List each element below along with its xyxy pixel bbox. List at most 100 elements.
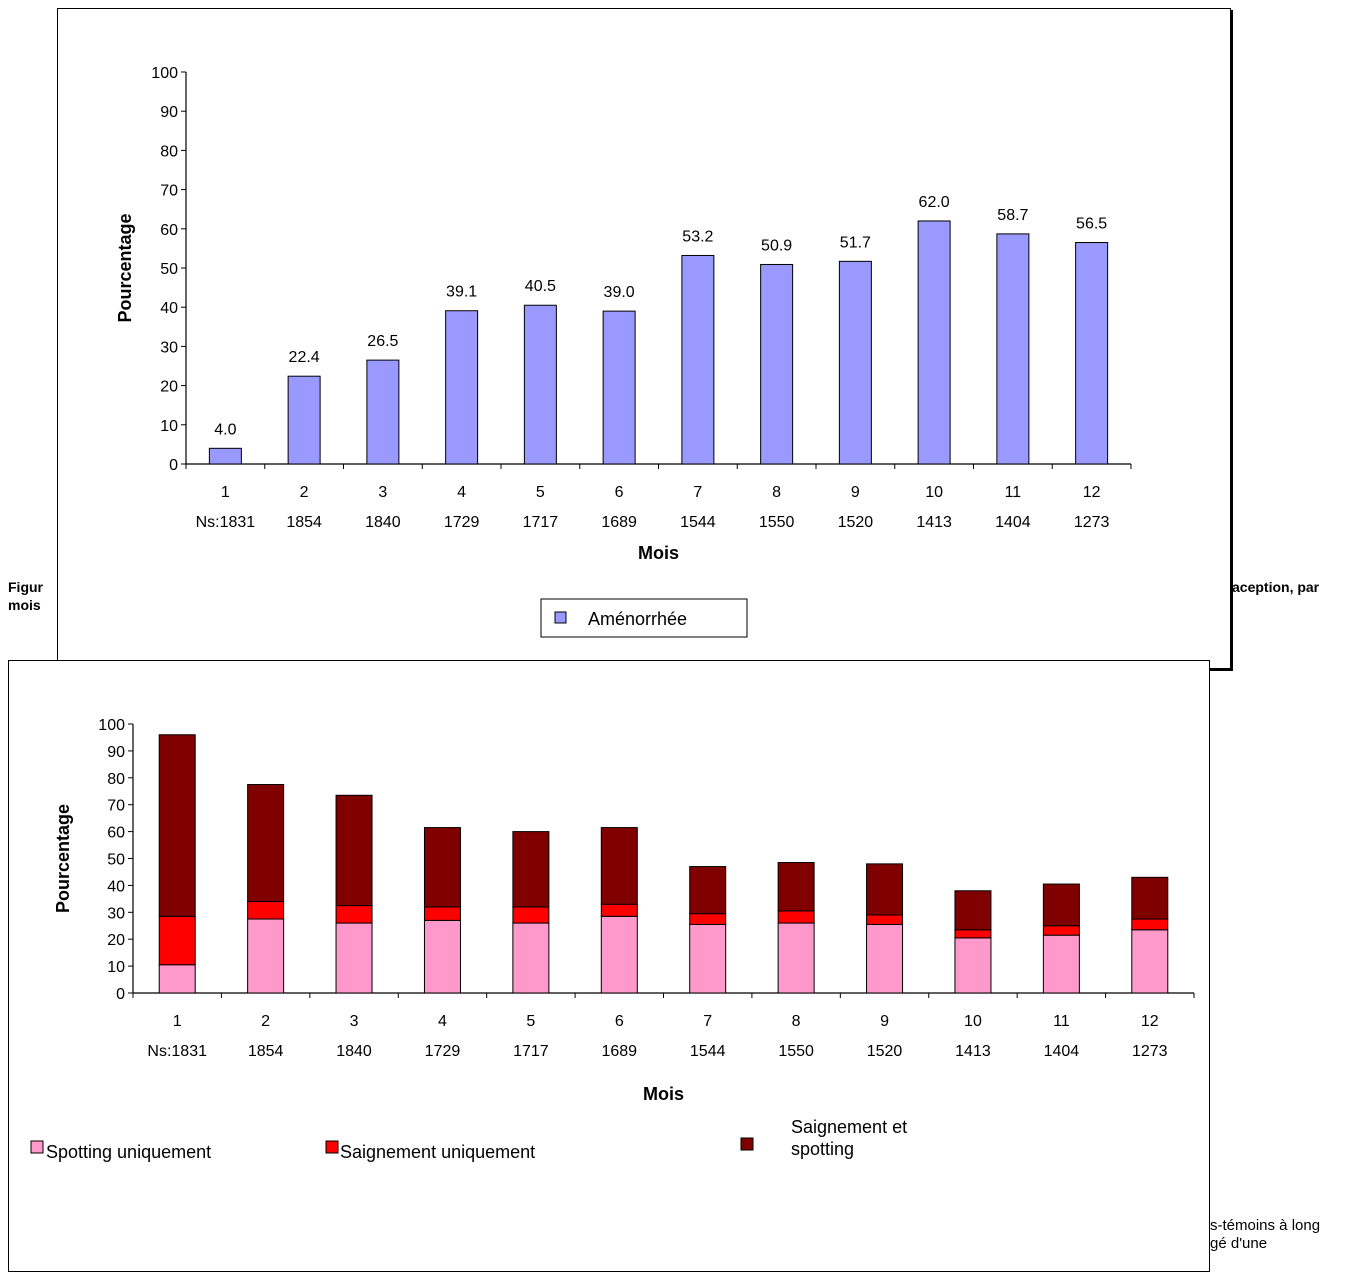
- x-tick-label: 12: [1083, 484, 1101, 501]
- bar-2-month-10: [954, 929, 992, 939]
- x-tick-label: 4: [457, 484, 466, 501]
- x-tick-sublabel: 1550: [759, 514, 795, 531]
- y-tick-label: 0: [169, 457, 178, 474]
- y-tick-label: 50: [160, 261, 178, 278]
- x-tick-label: 6: [615, 484, 624, 501]
- caption2-right-fragment-2: gé d'une: [1210, 1235, 1268, 1252]
- x-tick-label: 4: [438, 1013, 447, 1030]
- x-tick-label: 1: [173, 1013, 182, 1030]
- x-tick-sublabel: 1404: [995, 514, 1031, 531]
- y-tick-label: 30: [107, 905, 125, 922]
- y-tick-label: 60: [107, 825, 125, 842]
- x-tick-label: 12: [1141, 1013, 1159, 1030]
- x-tick-sublabel: 1717: [513, 1043, 549, 1060]
- bar-3-month-5: [512, 831, 550, 908]
- bar-3-month-12: [1131, 876, 1169, 920]
- x-tick-sublabel: 1840: [365, 514, 401, 531]
- x-tick-sublabel: 1840: [336, 1043, 372, 1060]
- x-tick-sublabel: 1273: [1132, 1043, 1168, 1060]
- y-tick-label: 10: [160, 418, 178, 435]
- data-label: 40.5: [525, 278, 556, 295]
- bar-2-month-2: [247, 901, 285, 920]
- y-axis-title: Pourcentage: [115, 213, 135, 322]
- bar-1-month-6: [602, 310, 636, 465]
- amenorrhee-chart-svg: 0 10 20 30 40 50 60 70 80 90 100 4.0 1 Ns:1831 22.4 2 18…: [115, 65, 1132, 638]
- caption1-right-fragment: aception, par: [1232, 579, 1320, 595]
- bar-2-month-12: [1131, 918, 1169, 931]
- x-tick-sublabel: Ns:1831: [196, 514, 256, 531]
- y-tick-label: 80: [160, 143, 178, 160]
- bar-2-month-9: [866, 914, 904, 925]
- x-tick-label: 6: [615, 1013, 624, 1030]
- legend-label-spotting: Spotting uniquement: [46, 1142, 211, 1162]
- x-tick-label: 3: [350, 1013, 359, 1030]
- bar-1-month-2: [287, 375, 321, 465]
- bar-1-month-11: [1042, 934, 1080, 994]
- bar-1-month-12: [1131, 929, 1169, 994]
- bar-1-month-7: [681, 254, 715, 465]
- data-label: 22.4: [289, 349, 320, 366]
- bar-1-month-4: [445, 310, 479, 465]
- x-tick-label: 9: [880, 1013, 889, 1030]
- legend-swatch-spotting: [30, 1140, 44, 1154]
- bar-2-month-7: [689, 913, 727, 925]
- y-axis-title: Pourcentage: [53, 804, 73, 913]
- x-tick-label: 5: [536, 484, 545, 501]
- x-tick-label: 5: [526, 1013, 535, 1030]
- bar-3-month-7: [689, 866, 727, 915]
- y-tick-label: 100: [98, 717, 125, 734]
- bar-1-month-3: [366, 359, 400, 465]
- x-tick-sublabel: 1520: [838, 514, 874, 531]
- x-tick-label: 7: [703, 1013, 712, 1030]
- data-label: 26.5: [367, 333, 398, 350]
- bar-3-month-1: [158, 734, 196, 917]
- bar-1-month-6: [600, 915, 638, 994]
- y-tick-label: 90: [160, 104, 178, 121]
- x-tick-label: 8: [792, 1013, 801, 1030]
- x-tick-label: 2: [261, 1013, 270, 1030]
- bleeding-pattern-chart-svg: 0 10 20 30 40 50 60 70 80 90 100 1 Ns:1831 2 1854 3 1840…: [30, 717, 1195, 1162]
- legend-label-saignement: Saignement uniquement: [340, 1142, 535, 1162]
- x-tick-label: 11: [1053, 1013, 1070, 1030]
- x-tick-sublabel: 1550: [778, 1043, 814, 1060]
- bar-3-month-2: [247, 784, 285, 903]
- data-label: 39.0: [604, 284, 635, 301]
- bar-1-month-8: [760, 263, 794, 465]
- bar-2-month-11: [1042, 925, 1080, 936]
- legend-label-amenorrhee: Aménorrhée: [588, 609, 687, 629]
- x-tick-label: 1: [221, 484, 230, 501]
- bar-1-month-9: [838, 260, 872, 465]
- bar-1-month-5: [512, 922, 550, 994]
- legend-swatch-saignement-spotting: [740, 1137, 754, 1151]
- x-tick-sublabel: 1689: [601, 1043, 637, 1060]
- bar-1-month-11: [996, 233, 1030, 465]
- y-tick-label: 80: [107, 771, 125, 788]
- y-tick-label: 70: [160, 183, 178, 200]
- caption2-right-fragment: s-témoins à long: [1210, 1217, 1321, 1234]
- bar-3-month-6: [600, 827, 638, 905]
- legend-label-saignement-spotting: Saignement et spotting: [791, 1117, 907, 1159]
- y-tick-label: 100: [151, 65, 178, 82]
- caption1-left-fragment: Figur: [8, 579, 43, 595]
- x-tick-sublabel: 1520: [867, 1043, 903, 1060]
- bar-2-month-5: [512, 906, 550, 924]
- bar-1-month-5: [523, 304, 557, 465]
- x-tick-sublabel: Ns:1831: [147, 1043, 207, 1060]
- x-tick-sublabel: 1729: [425, 1043, 461, 1060]
- x-tick-sublabel: 1544: [690, 1043, 726, 1060]
- data-label: 53.2: [682, 228, 713, 245]
- x-tick-sublabel: 1689: [601, 514, 637, 531]
- legend-swatch-saignement: [325, 1140, 339, 1154]
- data-label: 51.7: [840, 234, 871, 251]
- caption1-left-fragment-2: mois: [8, 597, 41, 613]
- x-axis-title: Mois: [643, 1084, 684, 1104]
- y-tick-label: 40: [160, 300, 178, 317]
- x-tick-sublabel: 1413: [955, 1043, 991, 1060]
- x-tick-sublabel: 1854: [248, 1043, 284, 1060]
- legend-swatch-amenorrhee: [554, 611, 567, 624]
- x-axis-title: Mois: [638, 543, 679, 563]
- y-tick-label: 20: [107, 932, 125, 949]
- bar-3-month-11: [1042, 883, 1080, 927]
- data-label: 50.9: [761, 237, 792, 254]
- amenorrhee-chart: 0 10 20 30 40 50 60 70 80 90 100 4.0 1 Ns:1831 22.4 2 18…: [57, 8, 1231, 669]
